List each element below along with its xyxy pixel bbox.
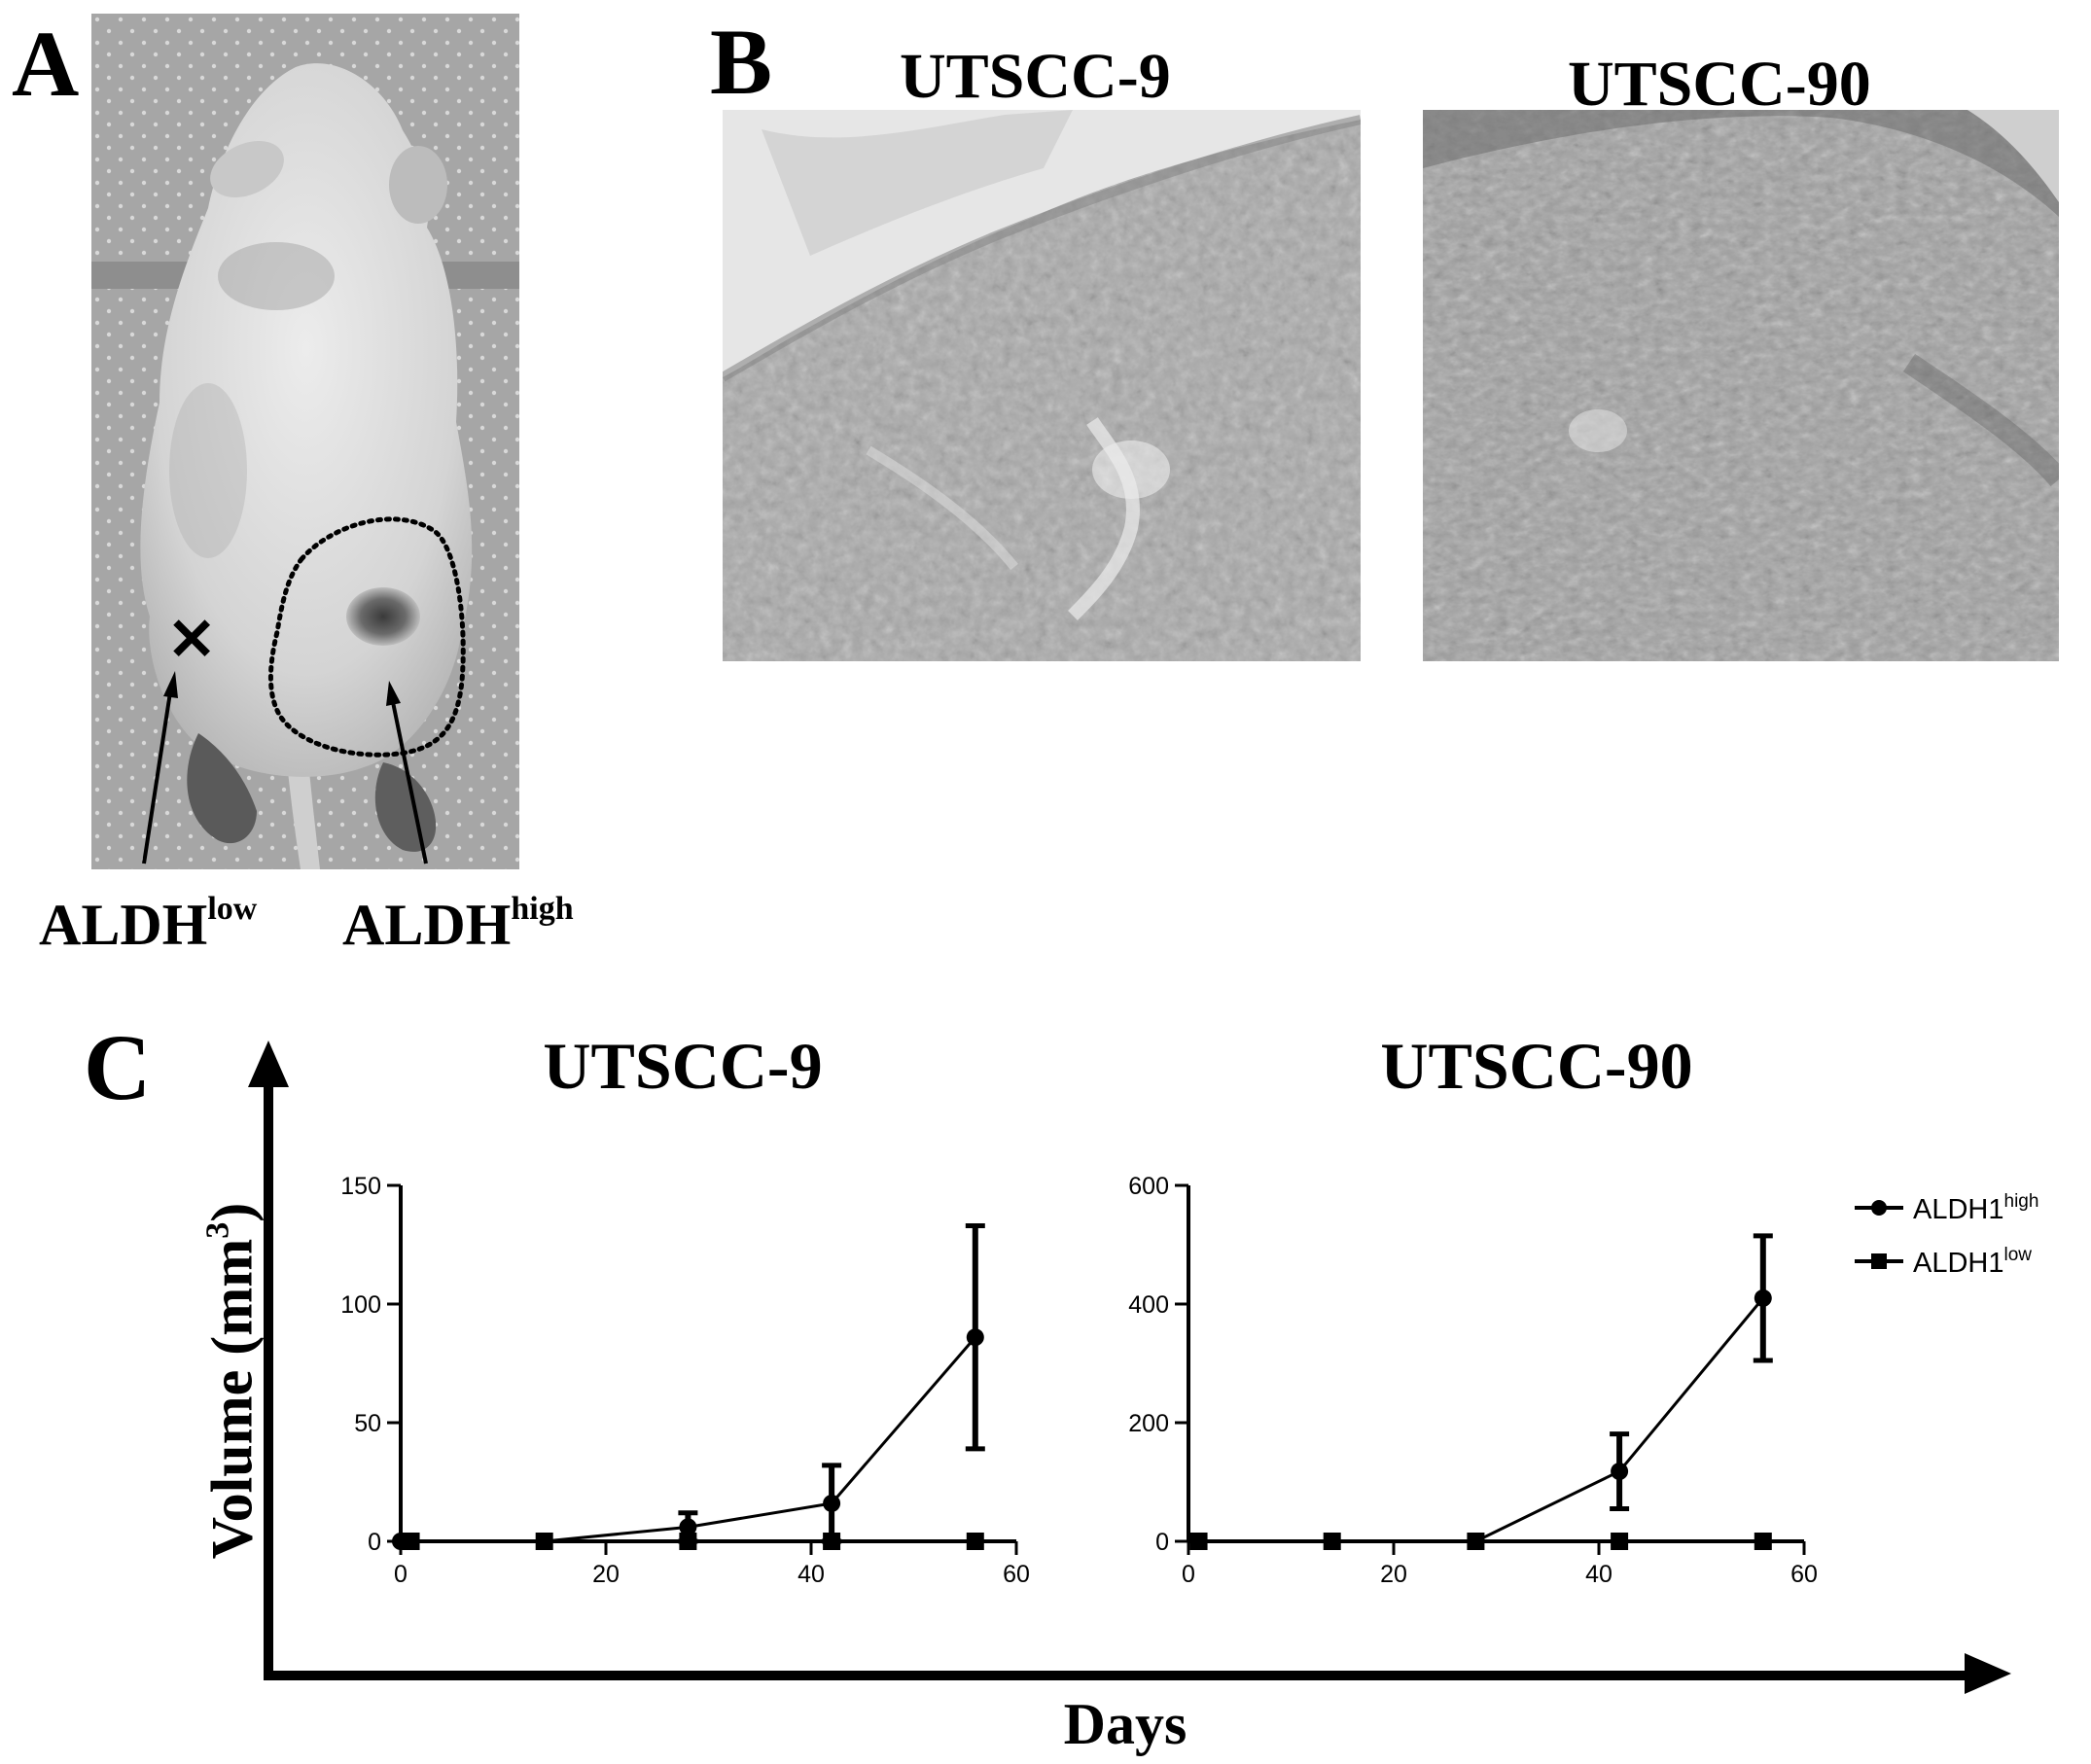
histology-image-utscc9: [723, 110, 1361, 661]
data-point-square: [1754, 1533, 1772, 1550]
x-tick-label: 60: [1003, 1561, 1030, 1588]
legend: ALDH1high ALDH1low: [1853, 1188, 2086, 1295]
data-point-square: [535, 1533, 553, 1550]
y-axis-label-close: ): [199, 1202, 265, 1222]
histology-texture-utscc90: [1423, 110, 2059, 661]
x-axis-label: Days: [1063, 1692, 1187, 1756]
legend-label-high-sup: high: [2003, 1191, 2039, 1212]
data-point-square: [1323, 1533, 1341, 1550]
mouse-photo: [91, 14, 519, 869]
aldh-low-label-sup: low: [207, 891, 258, 927]
aldh-high-label-base: ALDH: [342, 893, 512, 957]
chart-title-utscc9: UTSCC-9: [543, 1029, 823, 1103]
data-point-square: [1467, 1533, 1485, 1550]
y-tick-label: 400: [1128, 1291, 1169, 1319]
data-point-circle: [823, 1494, 841, 1512]
tumor-outline: [268, 516, 466, 758]
legend-label-low: ALDH1low: [1913, 1245, 2032, 1280]
y-tick-label: 200: [1128, 1410, 1169, 1437]
aldh-high-label-sup: high: [511, 891, 574, 927]
histology-title-left: UTSCC-9: [900, 41, 1171, 112]
panel-b-letter: B: [710, 10, 773, 114]
data-point-square: [1189, 1533, 1208, 1550]
legend-marker-square: [1855, 1253, 1903, 1269]
x-tick-label: 0: [1182, 1561, 1195, 1588]
data-point-circle: [679, 1518, 697, 1536]
legend-item-high: ALDH1high: [1853, 1188, 2086, 1227]
x-tick-label: 0: [394, 1561, 408, 1588]
histology-image-utscc90: [1423, 110, 2059, 661]
aldh-high-label: ALDHhigh: [342, 891, 574, 957]
data-point-circle: [1611, 1463, 1629, 1481]
data-point-square: [966, 1533, 984, 1550]
data-point-square: [823, 1533, 841, 1550]
arrow-high: [391, 701, 428, 864]
x-tick-label: 40: [1585, 1561, 1613, 1588]
data-point-circle: [1754, 1288, 1772, 1307]
mouse-photo-drawing: [91, 14, 519, 869]
y-tick-label: 50: [354, 1410, 381, 1437]
x-tick-label: 60: [1790, 1561, 1818, 1588]
data-point-square: [679, 1533, 697, 1550]
legend-label-low-base: ALDH1: [1913, 1248, 2004, 1279]
histology-title-right: UTSCC-90: [1568, 49, 1871, 120]
y-tick-label: 600: [1128, 1173, 1169, 1200]
chart-title-utscc90: UTSCC-90: [1380, 1029, 1693, 1103]
legend-item-low: ALDH1low: [1853, 1242, 2086, 1281]
y-tick-label: 150: [340, 1173, 381, 1200]
y-axis-label: Volume (mm3): [199, 1202, 265, 1560]
y-axis-label-text: Volume (mm: [199, 1238, 265, 1560]
arrow-high-head: [386, 681, 401, 706]
chart-utscc9: 0 20 40 60 0 50 100 150: [340, 1173, 1030, 1588]
series-line-circle: [1198, 1296, 1764, 1543]
y-tick-label: 100: [340, 1291, 381, 1319]
legend-label-high-base: ALDH1: [1913, 1194, 2004, 1225]
y-tick-label: 0: [1155, 1529, 1169, 1556]
histology-texture-utscc9: [723, 110, 1361, 661]
data-point-square: [402, 1533, 420, 1550]
big-x-axis-arrowhead: [1965, 1653, 2011, 1694]
panel-a-letter: A: [12, 12, 80, 116]
x-tick-label: 40: [797, 1561, 825, 1588]
legend-label-low-sup: low: [2003, 1245, 2033, 1265]
aldh-low-label: ALDHlow: [39, 891, 258, 957]
data-point-circle: [966, 1328, 984, 1347]
aldh-low-label-base: ALDH: [39, 893, 208, 957]
x-tick-label: 20: [592, 1561, 620, 1588]
panel-c-letter: C: [84, 1015, 152, 1119]
y-axis-label-sup: 3: [199, 1221, 236, 1239]
x-tick-label: 20: [1380, 1561, 1407, 1588]
arrow-low: [142, 691, 172, 864]
legend-marker-circle: [1855, 1200, 1903, 1216]
big-y-axis-arrowhead: [248, 1041, 289, 1087]
legend-label-high: ALDH1high: [1913, 1191, 2038, 1226]
data-point-square: [1611, 1533, 1629, 1550]
y-tick-label: 0: [368, 1529, 381, 1556]
injection-site-marker: ✕: [167, 608, 217, 672]
arrow-low-head: [163, 671, 178, 698]
